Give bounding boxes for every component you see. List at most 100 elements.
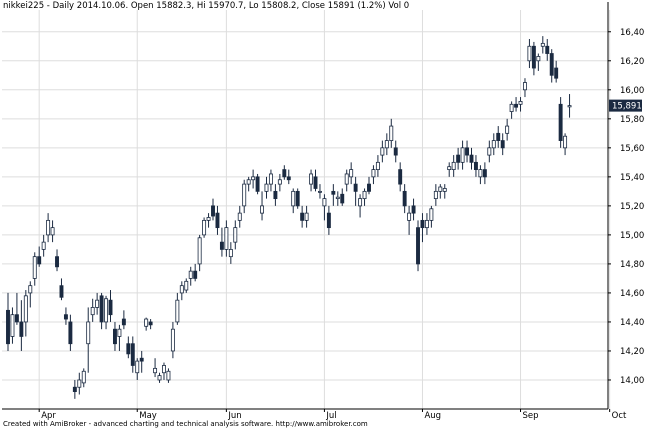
candle-body-up [518, 101, 523, 105]
candle-body-down [531, 45, 536, 69]
candle [478, 165, 483, 185]
candle-body-down [68, 321, 73, 345]
candle [473, 155, 478, 177]
candle-body-up [344, 173, 349, 185]
candle [487, 140, 492, 163]
y-tick-label: 14,400 [620, 318, 645, 328]
candle [144, 317, 149, 331]
candle [451, 155, 456, 177]
candle [424, 213, 429, 235]
candle-body-down [398, 169, 403, 185]
candle [393, 140, 398, 163]
candle [260, 191, 264, 221]
candle-body-up [371, 169, 376, 178]
candle-body-down [37, 256, 42, 265]
candle-body-down [353, 183, 358, 192]
candle-body-down [282, 169, 287, 178]
candle-body-down [420, 219, 425, 229]
candle-body-up [233, 227, 238, 243]
candle [90, 298, 95, 322]
candle [14, 292, 19, 325]
candle [59, 278, 64, 301]
last-price-label: 15,891 [612, 102, 642, 112]
candle-body-up [206, 217, 211, 221]
candle-body-down [558, 103, 563, 141]
candle [77, 372, 82, 395]
candle [162, 362, 166, 380]
candle-body-up [523, 82, 527, 91]
candle [251, 169, 256, 189]
candle [282, 165, 287, 180]
candle [184, 278, 189, 293]
candle-body-down [402, 190, 407, 207]
candle-body-down [19, 321, 24, 337]
candle-body-up [28, 285, 33, 294]
candle [549, 49, 554, 83]
candle [411, 198, 416, 221]
candle [242, 179, 247, 214]
candle-body-down [113, 328, 117, 345]
x-axis: Apr May Jun Jul Aug Sep Oct [2, 408, 627, 421]
candle-body-up [175, 299, 180, 323]
candle [304, 205, 309, 228]
candle-body-down [99, 295, 104, 323]
candle-body-up [424, 219, 429, 229]
candle [37, 246, 42, 267]
candle [340, 188, 345, 206]
candle [358, 194, 363, 218]
candle [277, 173, 282, 192]
candle [456, 147, 461, 170]
candle [233, 220, 238, 250]
candle-body-up [237, 212, 242, 221]
candle [99, 292, 104, 330]
candle [104, 295, 109, 330]
candle [153, 358, 158, 378]
candle-body-down [295, 190, 300, 207]
candle-body-down [313, 176, 318, 189]
candle-body-up [349, 169, 354, 178]
candle [219, 227, 224, 257]
candle [126, 336, 131, 359]
candle [188, 266, 193, 286]
candle [420, 213, 425, 243]
candle [286, 169, 291, 185]
candle-body-down [219, 241, 224, 250]
candle-body-up [478, 169, 483, 178]
candle-body-up [487, 147, 492, 156]
candle [375, 155, 380, 177]
candle-body-up [268, 173, 273, 185]
candle [268, 169, 273, 192]
candle [19, 300, 24, 351]
candle [23, 290, 28, 337]
candle-body-up [335, 196, 340, 200]
candle [206, 213, 211, 228]
candle [81, 368, 86, 388]
candle [527, 39, 532, 69]
candle-body-up [251, 176, 256, 181]
candle [505, 118, 510, 141]
candle [496, 126, 501, 148]
x-tick-label: Jul [325, 411, 336, 421]
candle [469, 147, 474, 170]
candle-body-up [202, 219, 207, 236]
candle-body-down [411, 205, 416, 214]
candle-body-down [215, 212, 220, 229]
candle [295, 188, 300, 209]
candle [465, 140, 469, 163]
candle-body-up [322, 198, 327, 207]
candle [335, 191, 340, 206]
candle [202, 217, 207, 238]
candles [6, 36, 572, 399]
candle-body-down [514, 103, 519, 108]
candle-body-up [162, 365, 166, 374]
candle-body-up [46, 219, 51, 236]
candle-body-up [536, 56, 541, 62]
candle-body-up [362, 190, 367, 200]
candle-body-up [567, 105, 572, 108]
candle-body-up [277, 179, 282, 185]
candle-body-up [309, 173, 314, 185]
candle [500, 133, 505, 156]
candle-body-down [148, 321, 153, 326]
candle [433, 184, 438, 206]
candle-body-up [264, 183, 269, 192]
